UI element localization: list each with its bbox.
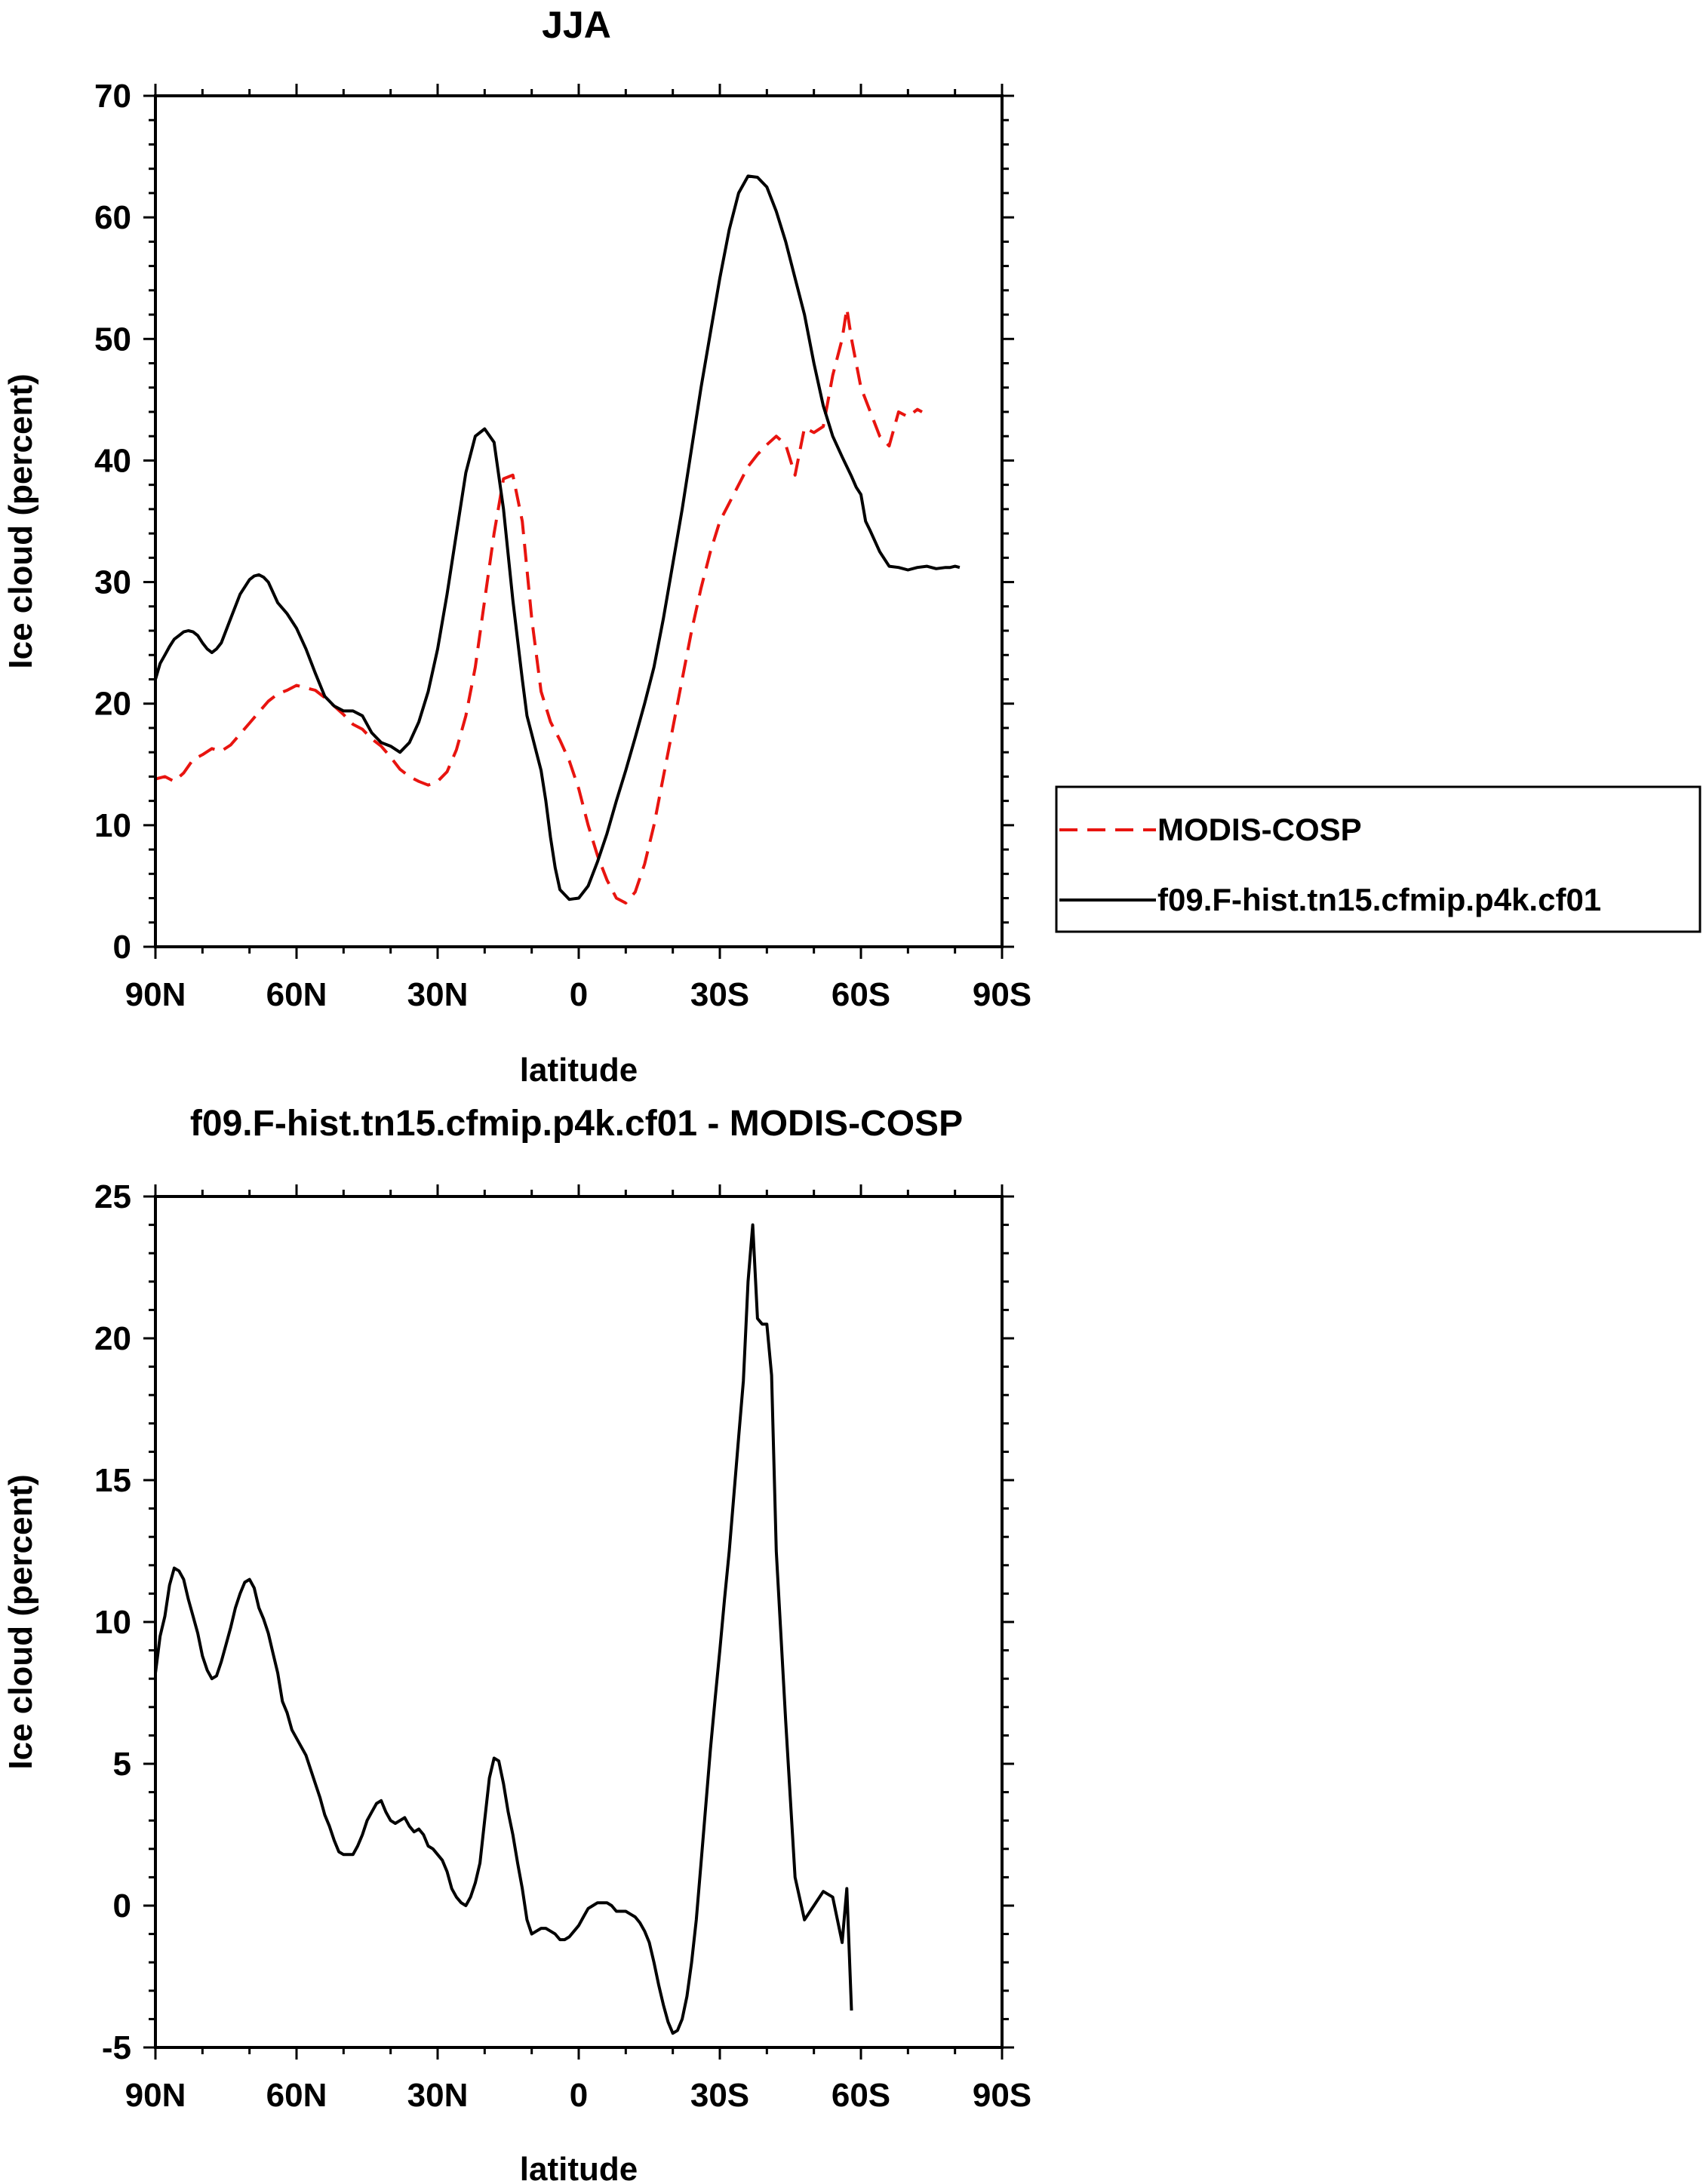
- top-y-tick-label: 50: [94, 321, 131, 358]
- bottom-y-tick-labels: -5 0 5 10 15 20 25: [94, 1178, 131, 2066]
- bottom-y-tick-label: 0: [113, 1888, 131, 1924]
- top-x-tick-label: 30N: [407, 976, 469, 1013]
- bottom-x-axis-label: latitude: [520, 2151, 638, 2184]
- top-x-tick-label: 0: [570, 976, 588, 1013]
- top-y-tick-label: 60: [94, 199, 131, 236]
- top-legend: MODIS-COSP f09.F-hist.tn15.cfmip.p4k.cf0…: [1055, 785, 1701, 933]
- top-y-tick-label: 70: [94, 78, 131, 115]
- top-series-group: [154, 174, 961, 905]
- top-x-tick-label: 90S: [973, 976, 1031, 1013]
- bottom-title: f09.F-hist.tn15.cfmip.p4k.cf01 - MODIS-C…: [190, 1104, 963, 1144]
- bottom-y-axis-label: Ice cloud (percent): [2, 1474, 39, 1769]
- legend-box: [1055, 785, 1701, 933]
- top-y-tick-label: 30: [94, 564, 131, 601]
- bottom-x-tick-label: 30S: [690, 2077, 749, 2114]
- top-panel: JJA 90N 60N 30N 0 30S 60S 90S 010203040506070 …: [2, 4, 1701, 1089]
- legend-label-model: f09.F-hist.tn15.cfmip.p4k.cf01: [1157, 882, 1601, 917]
- top-y-tick-labels: 0 10 20 30 40 50 60 70: [94, 78, 131, 966]
- top-x-tick-label: 30S: [690, 976, 749, 1013]
- top-series-line-obs: [155, 307, 923, 905]
- top-x-axis-label: latitude: [520, 1052, 638, 1089]
- bottom-x-tick-label: 60S: [832, 2077, 890, 2114]
- bottom-y-tick-label: 15: [94, 1462, 131, 1499]
- top-x-tick-label: 60N: [266, 976, 327, 1013]
- top-y-tick-label: 20: [94, 686, 131, 723]
- bottom-y-tick-label: -5: [102, 2029, 131, 2066]
- top-series-line-model: [154, 174, 961, 902]
- top-x-tick-labels: 90N 60N 30N 0 30S 60S 90S: [125, 976, 1032, 1013]
- top-plot-frame: [154, 94, 1004, 948]
- bottom-x-tick-label: 60N: [266, 2077, 327, 2114]
- bottom-panel: f09.F-hist.tn15.cfmip.p4k.cf01 - MODIS-C…: [2, 1104, 1031, 2184]
- top-tick-marks: [143, 84, 1014, 959]
- top-y-axis-label: Ice cloud (percent): [2, 373, 39, 668]
- bottom-x-tick-label: 0: [570, 2077, 588, 2114]
- bottom-y-tick-label: 5: [113, 1746, 131, 1783]
- bottom-x-tick-label: 90N: [125, 2077, 186, 2114]
- bottom-tick-marks: [143, 1184, 1014, 2060]
- bottom-x-tick-label: 30N: [407, 2077, 469, 2114]
- top-x-tick-label: 90N: [125, 976, 186, 1013]
- top-y-tick-label: 40: [94, 442, 131, 479]
- bottom-series-group: [154, 1223, 853, 2035]
- bottom-series-line-model: [154, 1223, 853, 2035]
- bottom-x-tick-labels: 90N 60N 30N 0 30S 60S 90S: [125, 2077, 1032, 2114]
- top-y-tick-label: 0: [113, 929, 131, 966]
- bottom-y-tick-label: 10: [94, 1604, 131, 1641]
- top-x-tick-label: 60S: [832, 976, 890, 1013]
- bottom-y-tick-label: 20: [94, 1320, 131, 1357]
- top-title: JJA: [542, 4, 611, 46]
- legend-label-obs: MODIS-COSP: [1157, 812, 1362, 847]
- bottom-y-tick-label: 25: [94, 1178, 131, 1215]
- bottom-x-tick-label: 90S: [973, 2077, 1031, 2114]
- bottom-plot-frame: [154, 1195, 1004, 2049]
- top-y-tick-label: 10: [94, 807, 131, 844]
